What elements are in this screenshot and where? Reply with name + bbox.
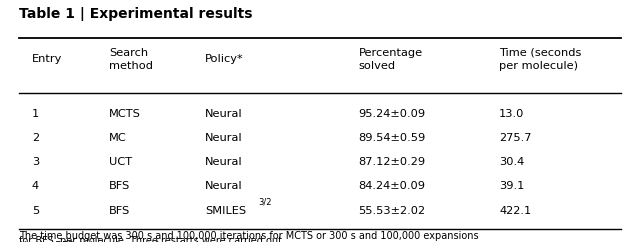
Text: Neural: Neural bbox=[205, 181, 243, 191]
Text: SMILES: SMILES bbox=[205, 205, 246, 216]
Text: Search
method: Search method bbox=[109, 48, 153, 71]
Text: UCT: UCT bbox=[109, 157, 132, 167]
Text: Entry: Entry bbox=[32, 54, 62, 64]
Text: BFS: BFS bbox=[109, 205, 130, 216]
Text: Neural: Neural bbox=[205, 133, 243, 143]
Text: 4: 4 bbox=[32, 181, 39, 191]
Text: 39.1: 39.1 bbox=[499, 181, 525, 191]
Text: 3/2: 3/2 bbox=[258, 197, 271, 206]
Text: 87.12±0.29: 87.12±0.29 bbox=[358, 157, 426, 167]
Text: *In the BFS, this is the cost function.: *In the BFS, this is the cost function. bbox=[19, 241, 198, 242]
Text: for BFS, per molecule. Three restarts were carried out.: for BFS, per molecule. Three restarts we… bbox=[19, 236, 285, 242]
Text: 422.1: 422.1 bbox=[499, 205, 531, 216]
Text: 84.24±0.09: 84.24±0.09 bbox=[358, 181, 426, 191]
Text: 13.0: 13.0 bbox=[499, 109, 525, 119]
Text: 3: 3 bbox=[32, 157, 39, 167]
Text: Neural: Neural bbox=[205, 157, 243, 167]
Text: MC: MC bbox=[109, 133, 127, 143]
Text: Time (seconds
per molecule): Time (seconds per molecule) bbox=[499, 48, 582, 71]
Text: Policy*: Policy* bbox=[205, 54, 243, 64]
Text: 5: 5 bbox=[32, 205, 39, 216]
Text: 95.24±0.09: 95.24±0.09 bbox=[358, 109, 426, 119]
Text: BFS: BFS bbox=[109, 181, 130, 191]
Text: 30.4: 30.4 bbox=[499, 157, 524, 167]
Text: Table 1 | Experimental results: Table 1 | Experimental results bbox=[19, 7, 253, 21]
Text: 275.7: 275.7 bbox=[499, 133, 532, 143]
Text: 1: 1 bbox=[32, 109, 39, 119]
Text: 2: 2 bbox=[32, 133, 39, 143]
Text: 55.53±2.02: 55.53±2.02 bbox=[358, 205, 426, 216]
Text: 89.54±0.59: 89.54±0.59 bbox=[358, 133, 426, 143]
Text: MCTS: MCTS bbox=[109, 109, 141, 119]
Text: Percentage
solved: Percentage solved bbox=[358, 48, 422, 71]
Text: The time budget was 300 s and 100,000 iterations for MCTS or 300 s and 100,000 e: The time budget was 300 s and 100,000 it… bbox=[19, 231, 479, 241]
Text: Neural: Neural bbox=[205, 109, 243, 119]
